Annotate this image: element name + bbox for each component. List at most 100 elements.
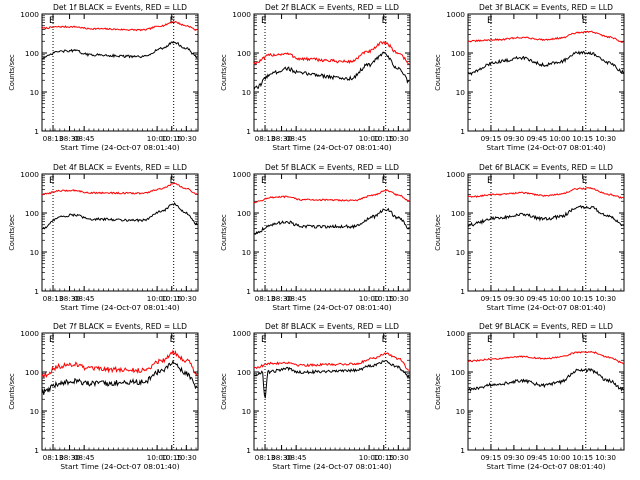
panel-1-title: Det 1f BLACK = Events, RED = LLD: [53, 3, 187, 12]
panel-2-y-tick-label: 1000: [232, 10, 251, 19]
panel-4-y-axis-label: Counts/sec: [8, 214, 16, 251]
panel-2-x-tick-label: 08:45: [286, 134, 307, 143]
panel-8-x-tick-label: 08:13: [255, 453, 276, 462]
panel-1-event-marker-label: E: [49, 16, 55, 26]
panel-2-x-tick-label: 08:30: [271, 134, 292, 143]
panel-4-x-axis-label: Start Time (24-Oct-07 08:01:40): [60, 303, 179, 312]
panel-6-y-axis-label: Counts/sec: [434, 214, 442, 251]
panel-5-y-tick-label: 10: [242, 248, 252, 257]
panel-2-x-tick-label: 08:13: [255, 134, 276, 143]
panel-8-x-tick-label: 10:00: [359, 453, 380, 462]
panel-1-x-tick-label: 08:30: [59, 134, 80, 143]
panel-4-x-tick-label: 08:45: [74, 294, 95, 303]
panel-3-x-tick-label: 10:00: [549, 134, 570, 143]
panel-3-x-tick-label: 10:15: [572, 134, 593, 143]
panel-9-plot-frame: [467, 332, 625, 451]
panel-3-x-tick-label: 09:30: [504, 134, 525, 143]
panel-6-x-tick-label: 09:45: [526, 294, 547, 303]
panel-1-event-marker-label: E: [170, 16, 176, 26]
panel-6-y-tick-label: 10: [456, 248, 466, 257]
panel-8-title: Det 8f BLACK = Events, RED = LLD: [265, 322, 399, 331]
panel-5-x-tick-label: 10:00: [359, 294, 380, 303]
panel-7-x-tick-label: 10:15: [161, 453, 182, 462]
panel-7-x-tick-label: 08:13: [43, 453, 64, 462]
panel-1-plot-frame: [41, 13, 199, 132]
panel-8-x-tick-label: 10:30: [388, 453, 409, 462]
panel-8-x-tick-label: 08:45: [286, 453, 307, 462]
panel-3-series-lld-line: [467, 30, 625, 43]
panel-4-x-tick-label: 10:00: [147, 294, 168, 303]
panel-3-title: Det 3f BLACK = Events, RED = LLD: [479, 3, 613, 12]
panel-9-y-tick-label: 1000: [446, 329, 465, 338]
panel-8-plot-frame: [253, 332, 411, 451]
panel-8-y-axis-label: Counts/sec: [220, 373, 228, 410]
panel-3-event-marker-label: E: [487, 16, 493, 26]
panel-5-x-axis-label: Start Time (24-Oct-07 08:01:40): [272, 303, 391, 312]
panel-3-x-tick-label: 09:15: [481, 134, 502, 143]
panel-8-x-axis-label: Start Time (24-Oct-07 08:01:40): [272, 462, 391, 471]
panel-4-y-tick-label: 1: [34, 287, 39, 296]
panel-1-y-tick-label: 1000: [20, 10, 39, 19]
panel-9-y-axis-label: Counts/sec: [434, 373, 442, 410]
panel-5-y-axis-label: Counts/sec: [220, 214, 228, 251]
panel-6-y-tick-label: 1000: [446, 170, 465, 179]
panel-8-series-events-line: [253, 360, 410, 399]
panel-5-series-events-line: [253, 207, 410, 235]
panel-7-event-marker-label: E: [170, 335, 176, 345]
panel-4-title: Det 4f BLACK = Events, RED = LLD: [53, 163, 187, 172]
panel-9-x-tick-label: 10:00: [549, 453, 570, 462]
panel-6-series-lld-line: [467, 187, 625, 199]
panel-7-y-tick-label: 10: [30, 407, 40, 416]
panel-5-event-marker-label: E: [382, 176, 388, 186]
panel-3-y-tick-label: 100: [451, 49, 465, 58]
panel-6-series-events-line: [467, 205, 625, 227]
panel-6-event-marker-label: E: [487, 176, 493, 186]
panel-3-event-marker-label: E: [582, 16, 588, 26]
panel-5-x-tick-label: 10:15: [373, 294, 394, 303]
panel-7-x-tick-label: 10:00: [147, 453, 168, 462]
panel-2-event-marker-label: E: [261, 16, 267, 26]
panel-2-y-tick-label: 1: [246, 127, 251, 136]
panel-9-y-tick-label: 100: [451, 368, 465, 377]
panel-9-y-tick-label: 10: [456, 407, 466, 416]
panel-7-event-marker-label: E: [49, 335, 55, 345]
panel-2-event-marker-label: E: [382, 16, 388, 26]
panel-1-series-lld-line: [41, 21, 198, 32]
panel-1-y-tick-label: 100: [25, 49, 39, 58]
panel-2-series-events-line: [253, 51, 410, 90]
panel-2-plot-frame: [253, 13, 411, 132]
panel-1-y-tick-label: 10: [30, 88, 40, 97]
panel-7-y-tick-label: 1000: [20, 329, 39, 338]
panel-5-x-tick-label: 08:30: [271, 294, 292, 303]
panel-5-plot-frame: [253, 173, 411, 292]
panel-9-x-tick-label: 09:45: [526, 453, 547, 462]
panel-5-x-tick-label: 08:13: [255, 294, 276, 303]
panel-8-event-marker-label: E: [261, 335, 267, 345]
panel-1-x-tick-label: 08:13: [43, 134, 64, 143]
panel-3-y-axis-label: Counts/sec: [434, 54, 442, 91]
panel-2-series-lld-line: [253, 40, 410, 66]
panel-8-y-tick-label: 1000: [232, 329, 251, 338]
panel-5-series-lld-line: [253, 189, 410, 204]
panel-7-x-tick-label: 10:30: [176, 453, 197, 462]
panel-6-y-tick-label: 100: [451, 209, 465, 218]
panel-8-event-marker-label: E: [382, 335, 388, 345]
panel-8-x-tick-label: 08:30: [271, 453, 292, 462]
panel-6-plot-frame: [467, 173, 625, 292]
panel-6-event-marker-label: E: [582, 176, 588, 186]
panel-1-x-tick-label: 10:00: [147, 134, 168, 143]
panel-7-series-events-line: [41, 359, 198, 395]
panel-5-y-tick-label: 1000: [232, 170, 251, 179]
panel-2-x-tick-label: 10:00: [359, 134, 380, 143]
panel-6-x-tick-label: 10:00: [549, 294, 570, 303]
panel-9-x-tick-label: 10:15: [572, 453, 593, 462]
panel-5-x-tick-label: 08:45: [286, 294, 307, 303]
panel-1-y-tick-label: 1: [34, 127, 39, 136]
panel-7-y-axis-label: Counts/sec: [8, 373, 16, 410]
panel-7-x-axis-label: Start Time (24-Oct-07 08:01:40): [60, 462, 179, 471]
panel-2-x-tick-label: 10:15: [373, 134, 394, 143]
panel-6-x-tick-label: 09:15: [481, 294, 502, 303]
panel-9-title: Det 9f BLACK = Events, RED = LLD: [479, 322, 613, 331]
panel-7-title: Det 7f BLACK = Events, RED = LLD: [53, 322, 187, 331]
